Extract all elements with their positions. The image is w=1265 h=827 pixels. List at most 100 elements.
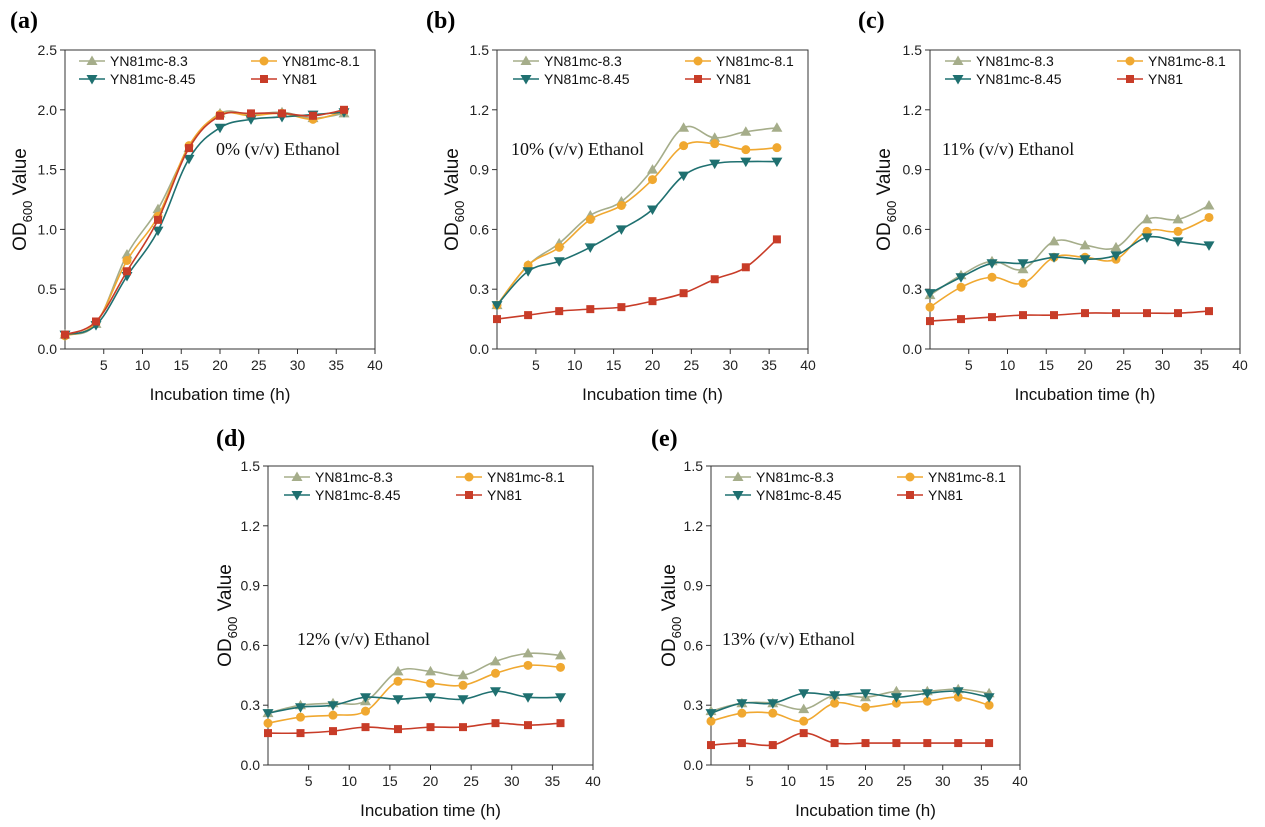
- y-tick-label: 0.5: [38, 281, 58, 297]
- data-point: [522, 267, 534, 277]
- data-point: [678, 171, 690, 182]
- x-axis-label: Incubation time (h): [360, 801, 501, 820]
- series-YN81mc-8.45: [924, 233, 1215, 299]
- chart-panel-b: (b) 5 10 15 20 25 30 35 40 0.0 0.3 0.6 0.9 1.2 1.5 Incu…: [426, 8, 816, 404]
- data-point: [741, 263, 750, 272]
- data-point: [1204, 212, 1214, 222]
- data-point: [890, 685, 902, 696]
- y-tick-label: 1.5: [684, 458, 704, 474]
- series-line: [929, 216, 1210, 308]
- legend-label: YN81mc-8.1: [716, 53, 794, 69]
- data-point: [1173, 226, 1183, 236]
- x-tick-label: 25: [896, 773, 912, 789]
- x-tick-label: 40: [800, 357, 816, 373]
- series-line: [929, 204, 1210, 296]
- legend-marker: [520, 55, 532, 65]
- data-point: [263, 718, 273, 728]
- y-tick-label: 1.5: [903, 42, 923, 58]
- legend-label: YN81mc-8.45: [544, 71, 630, 87]
- legend-label: YN81: [282, 71, 317, 87]
- legend-label: YN81: [716, 71, 751, 87]
- x-tick-label: 5: [305, 773, 313, 789]
- data-point: [957, 315, 965, 324]
- data-point: [1018, 278, 1028, 288]
- data-point: [772, 143, 782, 153]
- data-point: [425, 693, 436, 703]
- legend-marker: [465, 491, 473, 499]
- y-axis-label-main: OD: [442, 222, 463, 251]
- panel-letter: (d): [216, 426, 245, 452]
- legend-marker: [464, 472, 474, 482]
- data-point: [1017, 259, 1029, 269]
- legend-marker: [732, 491, 744, 501]
- y-axis-label-main: OD: [874, 222, 895, 251]
- series-line: [267, 652, 561, 714]
- legend: YN81mc-8.3 YN81mc-8.1 YN81mc-8.45 YN81: [284, 469, 565, 503]
- series-YN81mc-8.45: [705, 687, 995, 719]
- panel-letter: (c): [858, 8, 885, 34]
- data-point: [1203, 241, 1215, 251]
- series-YN81mc-8.1: [492, 139, 782, 310]
- legend-label: YN81mc-8.45: [976, 71, 1062, 87]
- y-axis-label-rest: Value: [215, 564, 236, 616]
- x-tick-label: 35: [974, 773, 990, 789]
- data-point: [296, 729, 305, 738]
- x-tick-label: 40: [1012, 773, 1028, 789]
- chart-panel-e: (e) 5 10 15 20 25 30 35 40 0.0 0.3 0.6 0.9 1.2 1.5 Incu…: [651, 426, 1028, 820]
- legend-marker: [952, 75, 964, 85]
- data-point: [185, 144, 193, 153]
- y-tick-label: 0.0: [903, 341, 923, 357]
- plot-frame: [929, 49, 1241, 350]
- data-point: [707, 741, 715, 750]
- chart-panel-a: (a) 5 10 15 20 25 30 35 40 0.0 0.5 1.0 1.5 2.0 2.5 Incu…: [10, 8, 383, 404]
- data-point: [523, 660, 533, 670]
- legend-marker: [1125, 56, 1135, 66]
- data-point: [799, 729, 808, 738]
- data-point: [1141, 213, 1153, 224]
- series-line: [267, 664, 561, 724]
- data-point: [555, 307, 564, 316]
- data-point: [798, 689, 810, 699]
- data-point: [555, 693, 566, 703]
- data-point: [923, 739, 932, 748]
- data-point: [245, 115, 257, 125]
- y-tick-label: 0.6: [903, 221, 923, 237]
- x-tick-label: 20: [212, 357, 228, 373]
- plot-frame: [710, 465, 1021, 766]
- data-point: [771, 122, 783, 132]
- data-point: [360, 693, 371, 703]
- x-tick-label: 35: [1193, 357, 1209, 373]
- data-point: [771, 157, 783, 168]
- data-point: [861, 702, 870, 712]
- data-point: [296, 712, 305, 722]
- data-point: [1081, 309, 1089, 318]
- data-point: [584, 243, 596, 253]
- x-tick-label: 15: [382, 773, 398, 789]
- data-point: [1110, 251, 1122, 261]
- series-line: [267, 690, 561, 714]
- y-tick-label: 1.2: [470, 102, 490, 118]
- series-line: [496, 238, 778, 320]
- data-point: [586, 305, 595, 314]
- data-point: [278, 109, 286, 118]
- data-point: [924, 289, 936, 299]
- panel-letter: (b): [426, 8, 455, 34]
- y-axis-label-rest: Value: [659, 564, 680, 616]
- x-tick-label: 40: [1232, 357, 1248, 373]
- x-tick-label: 10: [1000, 357, 1016, 373]
- x-tick-label: 20: [1077, 357, 1093, 373]
- data-point: [309, 111, 317, 120]
- data-point: [1048, 253, 1060, 263]
- y-axis-label-rest: Value: [10, 148, 31, 200]
- legend-marker: [1126, 75, 1134, 83]
- data-point: [1205, 307, 1213, 316]
- data-point: [830, 698, 840, 708]
- data-point: [490, 655, 501, 666]
- data-point: [459, 723, 467, 732]
- y-tick-label: 0.9: [684, 578, 704, 594]
- legend: YN81mc-8.3 YN81mc-8.1 YN81mc-8.45 YN81: [79, 53, 360, 87]
- data-point: [394, 725, 402, 734]
- legend: YN81mc-8.3 YN81mc-8.1 YN81mc-8.45 YN81: [725, 469, 1006, 503]
- data-point: [679, 141, 689, 151]
- data-point: [327, 701, 339, 711]
